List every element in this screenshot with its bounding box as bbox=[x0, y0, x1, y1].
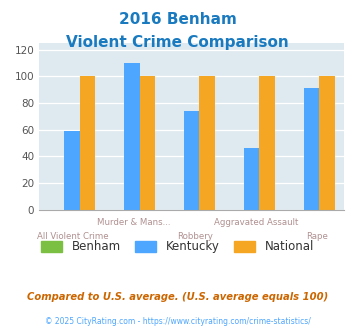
Bar bbox=[244, 148, 260, 210]
Bar bbox=[184, 111, 200, 210]
Bar bbox=[140, 76, 155, 210]
Text: Murder & Mans...: Murder & Mans... bbox=[97, 218, 170, 227]
Text: Robbery: Robbery bbox=[177, 232, 213, 241]
Bar bbox=[64, 131, 80, 210]
Bar bbox=[304, 88, 319, 210]
Bar bbox=[260, 76, 275, 210]
Bar bbox=[124, 63, 140, 210]
Bar bbox=[80, 76, 95, 210]
Text: All Violent Crime: All Violent Crime bbox=[37, 232, 108, 241]
Text: Rape: Rape bbox=[306, 232, 328, 241]
Bar bbox=[200, 76, 215, 210]
Text: Aggravated Assault: Aggravated Assault bbox=[214, 218, 298, 227]
Text: © 2025 CityRating.com - https://www.cityrating.com/crime-statistics/: © 2025 CityRating.com - https://www.city… bbox=[45, 317, 310, 326]
Text: Violent Crime Comparison: Violent Crime Comparison bbox=[66, 35, 289, 50]
Text: 2016 Benham: 2016 Benham bbox=[119, 12, 236, 26]
Text: Compared to U.S. average. (U.S. average equals 100): Compared to U.S. average. (U.S. average … bbox=[27, 292, 328, 302]
Legend: Benham, Kentucky, National: Benham, Kentucky, National bbox=[36, 236, 319, 258]
Bar bbox=[319, 76, 335, 210]
